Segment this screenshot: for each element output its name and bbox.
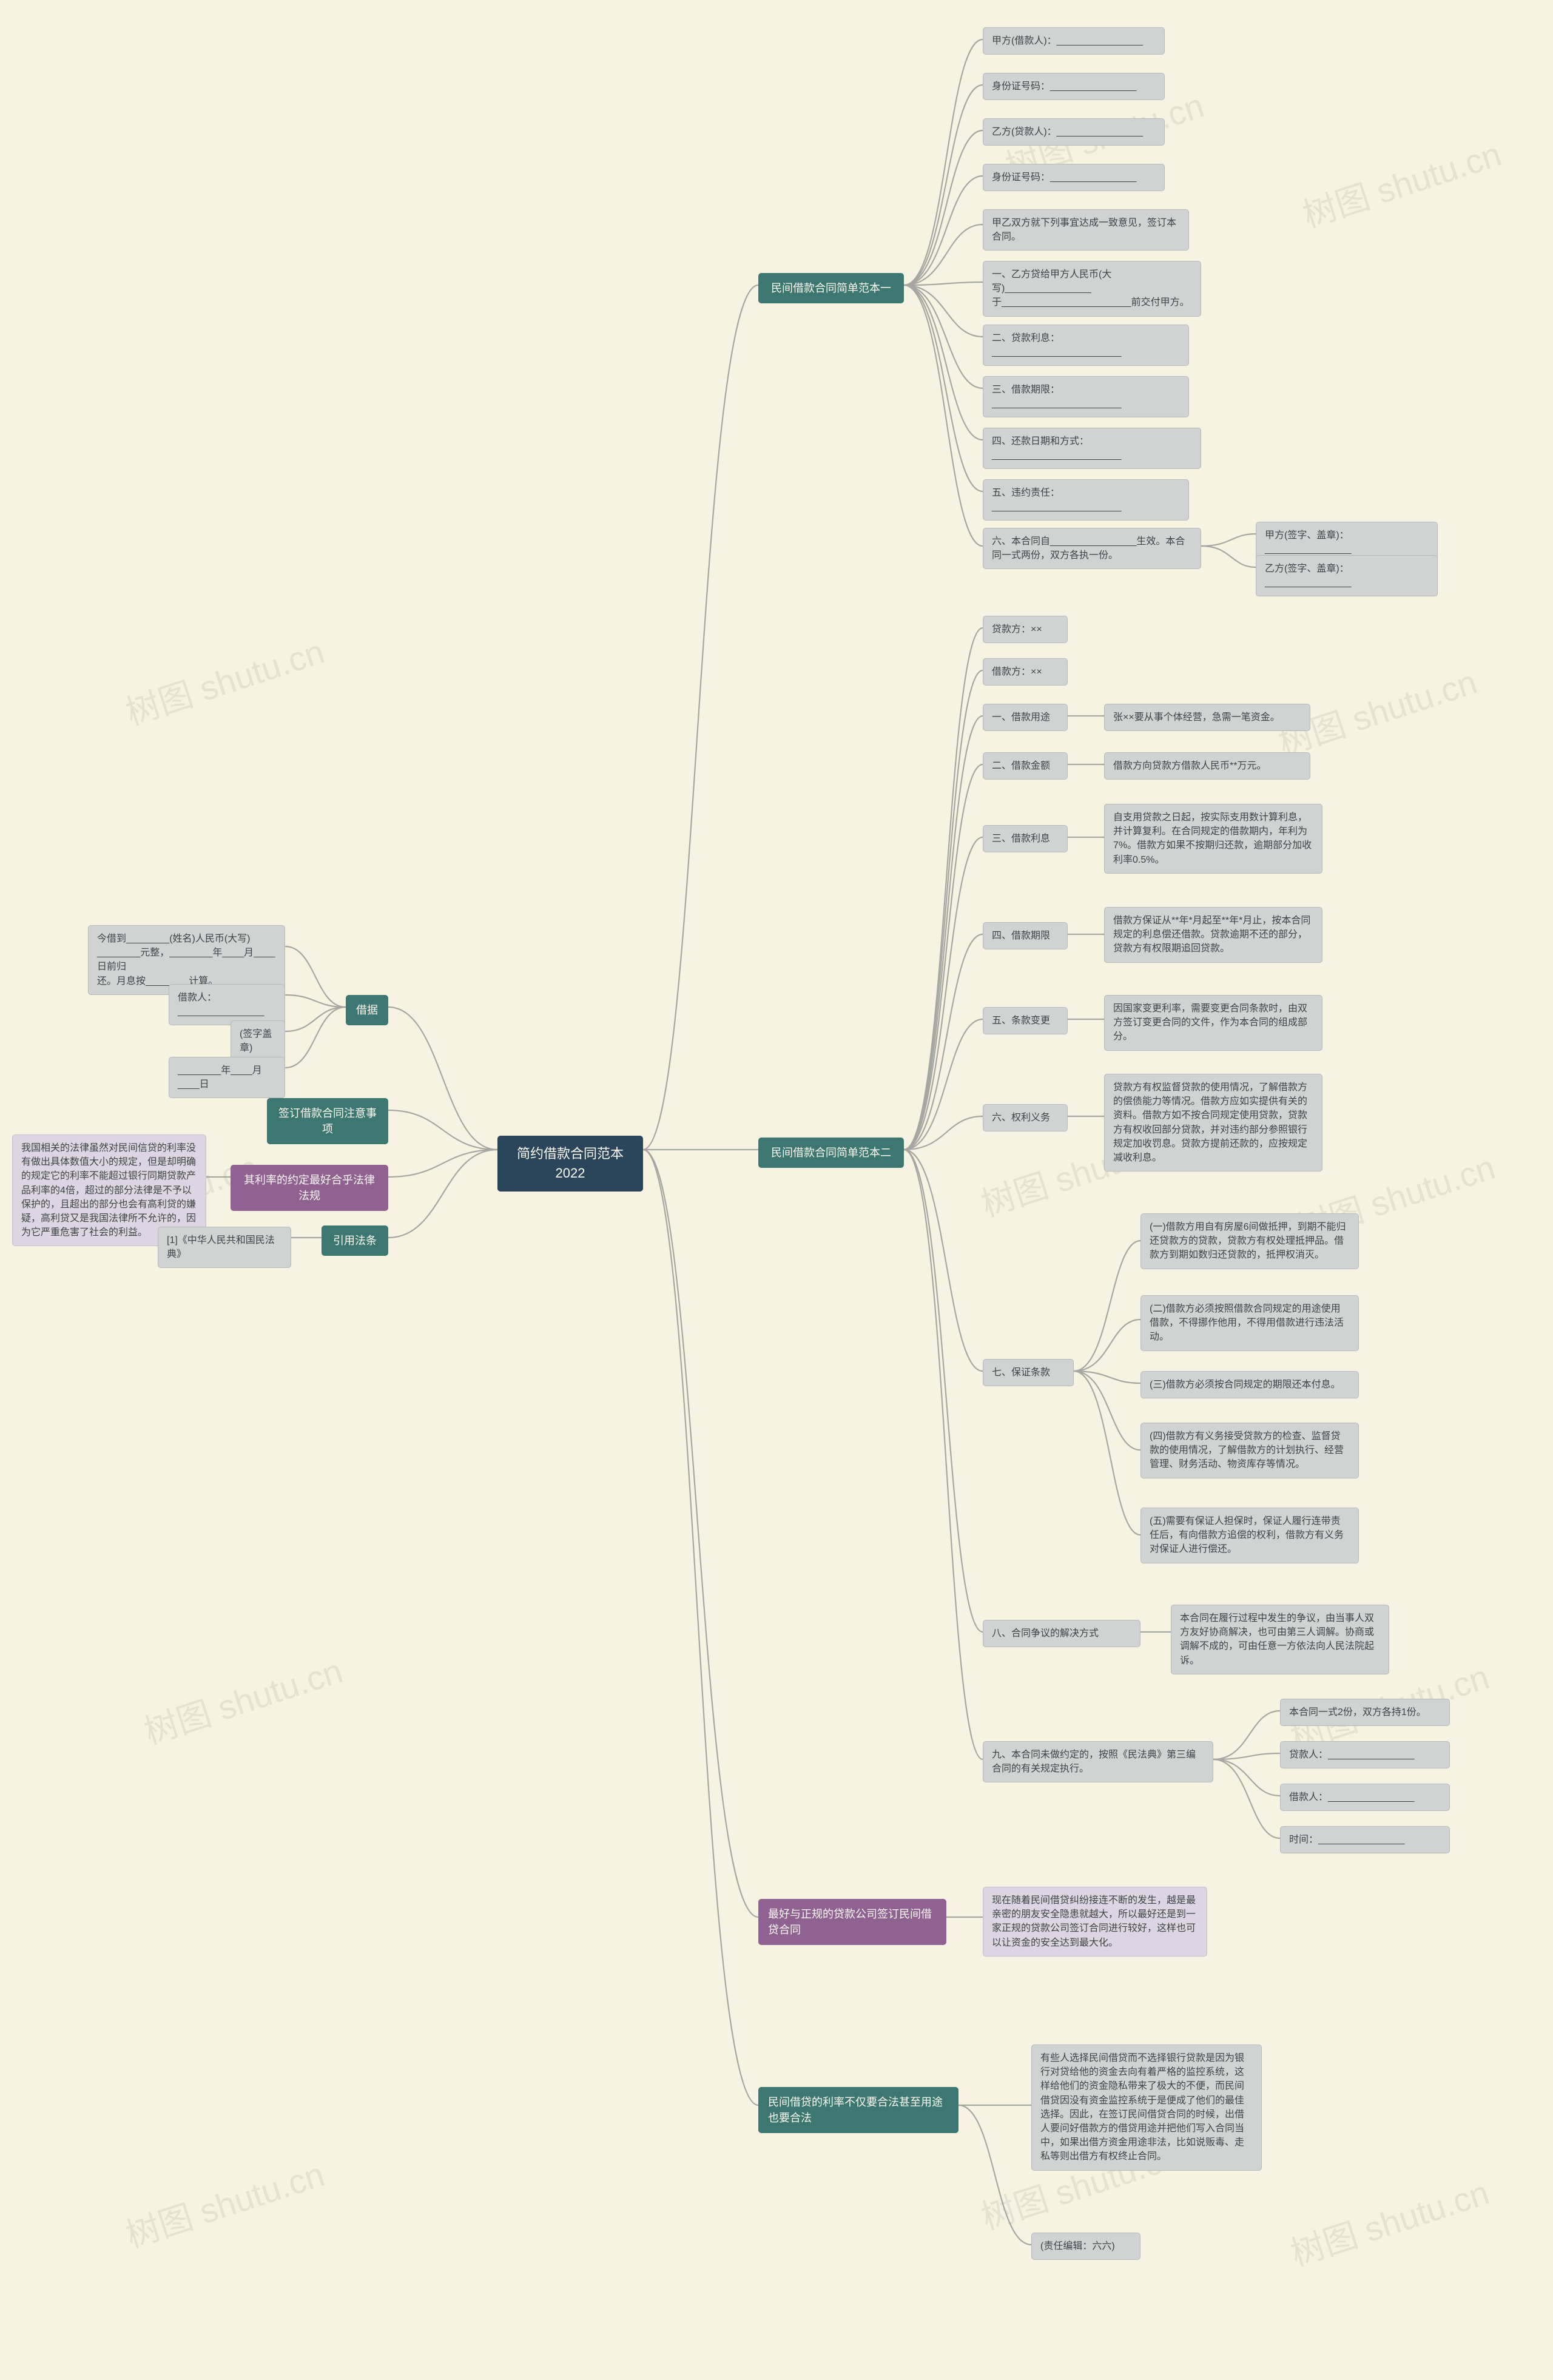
watermark: 树图 shutu.cn bbox=[1296, 127, 1507, 238]
r2-i3r: 借款方向贷款方借款人民币**万元。 bbox=[1104, 752, 1310, 780]
watermark: 树图 shutu.cn bbox=[137, 1644, 348, 1755]
r1-item-1: 身份证号码：________________ bbox=[983, 73, 1165, 100]
r2-final-3: 时间：________________ bbox=[1280, 1826, 1450, 1853]
left-jieju-item-3: ________年____月____日 bbox=[169, 1057, 285, 1098]
r2-i7l: 六、权利义务 bbox=[983, 1104, 1068, 1131]
r1-item-6: 二、贷款利息：________________________ bbox=[983, 325, 1189, 366]
left-notes: 签订借款合同注意事项 bbox=[267, 1098, 388, 1144]
r2-i6l: 五、条款变更 bbox=[983, 1007, 1068, 1034]
r2-bz-3: (四)借款方有义务接受贷款方的检查、监督贷款的使用情况，了解借款方的计划执行、经… bbox=[1140, 1423, 1359, 1478]
r1-item-5: 一、乙方贷给甲方人民币(大写)________________ 于_______… bbox=[983, 261, 1201, 317]
r2-final-2: 借款人：________________ bbox=[1280, 1784, 1450, 1811]
right-r4-editor: (责任编辑：六六) bbox=[1031, 2233, 1140, 2260]
r2-i6r: 因国家变更利率，需要变更合同条款时，由双方签订变更合同的文件，作为本合同的组成部… bbox=[1104, 995, 1322, 1051]
r1-item-2: 乙方(贷款人)：________________ bbox=[983, 118, 1165, 146]
r2-final-1: 贷款人：________________ bbox=[1280, 1741, 1450, 1768]
r2-i5l: 四、借款期限 bbox=[983, 922, 1068, 949]
watermark: 树图 shutu.cn bbox=[119, 2148, 330, 2258]
right-r4-detail: 有些人选择民间借贷而不选择银行贷款是因为银行对贷给他的资金去向有着严格的监控系统… bbox=[1031, 2045, 1262, 2171]
r1-item-0: 甲方(借款人)：________________ bbox=[983, 27, 1165, 55]
r2-i5r: 借款方保证从**年*月起至**年*月止，按本合同规定的利息偿还借款。贷款逾期不还… bbox=[1104, 907, 1322, 963]
r2-i2r: 张××要从事个体经营，急需一笔资金。 bbox=[1104, 704, 1310, 731]
right-r2: 民间借款合同简单范本二 bbox=[758, 1138, 904, 1168]
r2-i4r: 自支用贷款之日起，按实际支用数计算利息，并计算复利。在合同规定的借款期内，年利为… bbox=[1104, 804, 1322, 874]
right-r3-detail: 现在随着民间借贷纠纷接连不断的发生，越是最亲密的朋友安全隐患就越大，所以最好还是… bbox=[983, 1887, 1207, 1957]
r2-i0: 贷款方：×× bbox=[983, 616, 1068, 643]
left-rate: 其利率的约定最好合乎法律法规 bbox=[231, 1165, 388, 1211]
r1-item-3: 身份证号码：________________ bbox=[983, 164, 1165, 191]
r1-subparty-1: 乙方(签字、盖章)：________________ bbox=[1256, 555, 1438, 596]
right-r4: 民间借贷的利率不仅要合法甚至用途也要合法 bbox=[758, 2087, 958, 2133]
left-jieju-item-2: (签字盖章) bbox=[231, 1020, 285, 1062]
r2-i4l: 三、借款利息 bbox=[983, 825, 1068, 852]
r2-i3l: 二、借款金额 bbox=[983, 752, 1068, 780]
r2-final-0: 本合同一式2份，双方各持1份。 bbox=[1280, 1699, 1450, 1726]
r1-item-4: 甲乙双方就下列事宜达成一致意见，签订本合同。 bbox=[983, 209, 1189, 251]
r2-baozheng: 七、保证条款 bbox=[983, 1359, 1074, 1386]
right-r1: 民间借款合同简单范本一 bbox=[758, 273, 904, 303]
left-jieju-item-1: 借款人：________________ bbox=[169, 984, 285, 1025]
r2-bz-1: (二)借款方必须按照借款合同规定的用途使用借款，不得挪作他用，不得用借款进行违法… bbox=[1140, 1295, 1359, 1351]
r2-dispute-l: 八、合同争议的解决方式 bbox=[983, 1620, 1140, 1647]
left-jieju: 借据 bbox=[346, 995, 388, 1025]
r2-bz-4: (五)需要有保证人担保时，保证人履行连带责任后，有向借款方追偿的权利，借款方有义… bbox=[1140, 1508, 1359, 1563]
r2-bz-0: (一)借款方用自有房屋6间做抵押，到期不能归还贷款方的贷款，贷款方有权处理抵押品… bbox=[1140, 1213, 1359, 1269]
r2-i7r: 贷款方有权监督贷款的使用情况，了解借款方的偿债能力等情况。借款方应如实提供有关的… bbox=[1104, 1074, 1322, 1171]
r2-final-l: 九、本合同未做约定的，按照《民法典》第三编 合同的有关规定执行。 bbox=[983, 1741, 1213, 1782]
r1-item-last: 六、本合同自________________生效。本合同一式两份，双方各执一份。 bbox=[983, 528, 1201, 569]
watermark: 树图 shutu.cn bbox=[1284, 2166, 1495, 2276]
r2-i2l: 一、借款用途 bbox=[983, 704, 1068, 731]
root-node: 简约借款合同范本2022 bbox=[497, 1136, 643, 1192]
r1-item-8: 四、还款日期和方式：________________________ bbox=[983, 428, 1201, 469]
r1-item-7: 三、借款期限：________________________ bbox=[983, 376, 1189, 417]
left-cite-ref: [1]《中华人民共和国民法典》 bbox=[158, 1227, 291, 1268]
watermark: 树图 shutu.cn bbox=[119, 625, 330, 735]
r1-item-9: 五、违约责任：________________________ bbox=[983, 479, 1189, 521]
r2-i1: 借款方：×× bbox=[983, 658, 1068, 686]
right-r3: 最好与正规的贷款公司签订民间借贷合同 bbox=[758, 1899, 946, 1945]
left-cite: 引用法条 bbox=[322, 1225, 388, 1256]
r2-bz-2: (三)借款方必须按合同规定的期限还本付息。 bbox=[1140, 1371, 1359, 1398]
r2-dispute-d: 本合同在履行过程中发生的争议，由当事人双方友好协商解决，也可由第三人调解。协商或… bbox=[1171, 1605, 1389, 1674]
